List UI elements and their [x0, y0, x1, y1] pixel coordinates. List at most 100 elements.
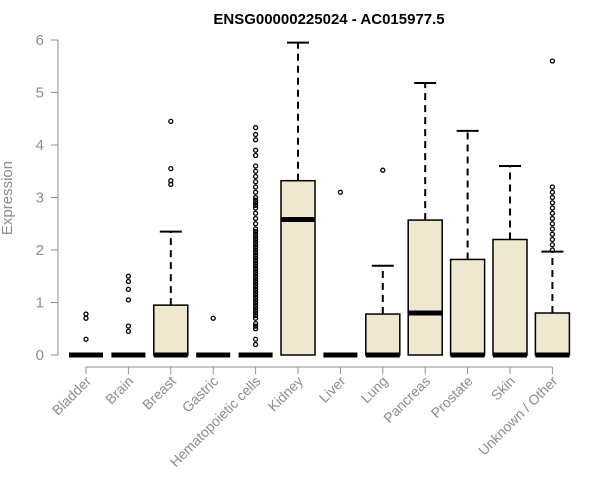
outlier-point — [252, 323, 259, 329]
outlier-point — [252, 234, 259, 240]
outlier-point — [252, 270, 259, 277]
x-tick-label: Lung — [358, 373, 391, 406]
outlier-point — [125, 323, 132, 329]
outlier-point — [549, 231, 556, 237]
outlier-point — [252, 239, 259, 245]
outlier-point — [252, 152, 259, 159]
outlier-point — [549, 58, 556, 64]
outlier-point — [549, 215, 556, 222]
outlier-point — [549, 200, 556, 206]
outlier-point — [252, 221, 259, 227]
outlier-point — [252, 244, 259, 251]
outlier-point — [252, 310, 259, 316]
outlier-point — [252, 302, 259, 308]
outlier-point — [252, 284, 259, 290]
outlier-point — [549, 226, 556, 232]
outlier-point — [252, 260, 259, 266]
outlier-point — [168, 118, 174, 125]
outlier-point — [252, 315, 259, 321]
outlier-point — [252, 137, 259, 143]
outlier-point — [380, 167, 386, 173]
box-iqr — [365, 313, 401, 356]
outlier-point — [549, 236, 556, 243]
y-axis: 0 1 2 3 4 5 6 — [36, 32, 59, 364]
box-breast — [153, 118, 189, 358]
outlier-point — [83, 311, 89, 317]
x-tick-label: Brain — [102, 373, 136, 407]
box-skin — [492, 165, 528, 358]
outlier-point — [252, 247, 259, 253]
x-tick-label: Breast — [139, 373, 179, 413]
outlier-point — [549, 205, 556, 211]
x-tick-label: Skin — [488, 373, 519, 404]
outlier-point — [252, 236, 259, 243]
outlier-point — [252, 305, 259, 311]
box-brain — [111, 273, 146, 358]
x-tick-label: Prostate — [428, 373, 476, 421]
outlier-point — [252, 189, 259, 195]
outlier-point — [252, 326, 259, 332]
box-hematopoietic-cells — [238, 125, 273, 358]
outlier-point — [252, 197, 259, 203]
outlier-point — [252, 131, 259, 138]
box-pancreas — [407, 82, 443, 356]
outlier-point — [252, 200, 259, 206]
box-iqr — [153, 304, 189, 356]
outlier-point — [252, 307, 259, 314]
outlier-point — [252, 179, 259, 185]
outlier-point — [252, 257, 259, 264]
outlier-point — [210, 315, 216, 321]
box-iqr — [407, 219, 443, 356]
y-tick-label: 1 — [36, 295, 44, 312]
outlier-point — [252, 320, 259, 327]
outlier-point — [252, 242, 259, 248]
box-liver — [323, 189, 358, 358]
outlier-point — [549, 247, 556, 253]
outlier-point — [168, 165, 174, 172]
outlier-point — [549, 189, 556, 195]
box-iqr — [449, 258, 486, 356]
outlier-point — [252, 205, 259, 211]
outlier-point — [549, 194, 556, 201]
outlier-point — [252, 341, 259, 348]
outlier-point — [252, 263, 259, 269]
outlier-point — [252, 289, 259, 295]
outlier-point — [549, 210, 556, 216]
outlier-point — [549, 221, 556, 227]
outlier-point — [252, 273, 259, 279]
box-iqr — [492, 238, 528, 356]
outlier-point — [252, 215, 259, 222]
outlier-point — [549, 184, 556, 190]
y-tick-label: 5 — [36, 85, 44, 102]
outlier-point — [252, 276, 259, 282]
outlier-point — [252, 286, 259, 293]
y-tick-label: 4 — [36, 137, 44, 154]
outlier-point — [252, 147, 259, 153]
y-tick-label: 6 — [36, 32, 44, 49]
outlier-point — [252, 194, 259, 201]
outlier-point — [83, 315, 89, 321]
outlier-point — [125, 297, 132, 303]
box-series — [69, 41, 571, 358]
outlier-point — [252, 231, 259, 237]
outlier-point — [252, 226, 259, 232]
x-tick-label: Kidney — [265, 373, 307, 415]
outlier-point — [337, 189, 344, 195]
y-tick-label: 0 — [36, 347, 44, 364]
outlier-point — [252, 278, 259, 285]
outlier-point — [125, 286, 132, 293]
outlier-point — [125, 278, 132, 285]
outlier-point — [252, 249, 259, 256]
outlier-point — [252, 210, 259, 216]
box-unknown-other — [534, 58, 571, 358]
outlier-point — [252, 281, 259, 287]
outlier-point — [168, 178, 174, 184]
box-kidney — [280, 41, 316, 356]
outlier-point — [125, 273, 132, 279]
outlier-point — [252, 252, 259, 258]
box-iqr — [534, 312, 571, 356]
outlier-point — [252, 202, 259, 209]
box-prostate — [449, 129, 486, 358]
outlier-point — [252, 184, 259, 190]
